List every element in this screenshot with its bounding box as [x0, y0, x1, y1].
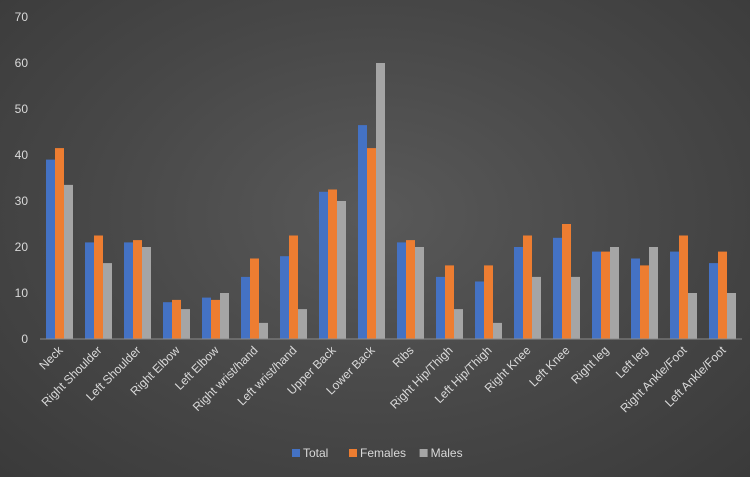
bar-females: [523, 235, 532, 339]
y-tick-label: 10: [15, 286, 29, 300]
bar-females: [484, 265, 493, 339]
y-tick-label: 30: [15, 194, 29, 208]
x-tick-label: Left leg: [613, 343, 651, 381]
x-tick-label: Right leg: [568, 343, 611, 386]
bar-females: [406, 240, 415, 339]
bar-total: [436, 276, 445, 339]
y-tick-label: 50: [15, 102, 29, 116]
legend-swatch-males: [419, 449, 428, 457]
bar-total: [397, 242, 406, 339]
bar-females: [211, 299, 220, 339]
bar-females: [250, 258, 259, 339]
bar-total: [709, 263, 718, 339]
legend-swatch-total: [292, 449, 300, 457]
y-tick-label: 60: [15, 56, 29, 70]
bar-total: [319, 191, 328, 339]
bar-females: [94, 235, 103, 339]
bar-males: [493, 322, 502, 339]
x-tick-label: Left Knee: [526, 343, 572, 389]
bar-females: [55, 148, 64, 339]
bar-males: [64, 184, 73, 339]
legend-label-males: Males: [431, 446, 463, 460]
bar-total: [592, 251, 601, 339]
bar-males: [610, 247, 619, 339]
bar-males: [142, 247, 151, 339]
bar-total: [670, 251, 679, 339]
bar-females: [679, 235, 688, 339]
bar-females: [601, 251, 610, 339]
y-tick-label: 70: [15, 10, 29, 24]
bar-total: [241, 276, 250, 339]
bar-females: [367, 148, 376, 339]
legend-label-total: Total: [303, 446, 328, 460]
bar-males: [571, 276, 580, 339]
bar-total: [631, 258, 640, 339]
bar-males: [298, 309, 307, 339]
y-axis: 0 10 20 30 40 50 60 70: [15, 10, 29, 346]
bar-females: [289, 235, 298, 339]
bar-males: [415, 247, 424, 339]
bar-males: [454, 309, 463, 339]
x-tick-label: Neck: [36, 343, 66, 373]
bar-males: [688, 293, 697, 339]
bar-females: [562, 224, 571, 339]
bar-total: [553, 237, 562, 339]
bar-males: [103, 263, 112, 339]
y-tick-label: 20: [15, 240, 29, 254]
bar-total: [475, 281, 484, 339]
bar-females: [445, 265, 454, 339]
bar-females: [172, 299, 181, 339]
legend-swatch-females: [349, 449, 357, 457]
bar-total: [163, 302, 172, 339]
bar-total: [124, 242, 133, 339]
bar-males: [220, 293, 229, 339]
bar-total: [358, 125, 367, 339]
bar-males: [649, 247, 658, 339]
legend: Total Females Males: [292, 446, 463, 460]
y-tick-label: 0: [21, 332, 28, 346]
x-tick-label: Right Ankle/Foot: [617, 343, 690, 416]
y-tick-label: 40: [15, 148, 29, 162]
bar-females: [133, 240, 142, 339]
legend-label-females: Females: [360, 446, 406, 460]
bar-total: [85, 242, 94, 339]
bar-males: [181, 309, 190, 339]
bar-total: [514, 247, 523, 339]
bar-males: [337, 201, 346, 339]
bar-males: [532, 276, 541, 339]
bar-females: [718, 251, 727, 339]
bar-total: [280, 256, 289, 339]
bar-males: [259, 322, 268, 339]
x-tick-label: Ribs: [390, 343, 417, 370]
bar-group: [46, 63, 736, 339]
bar-total: [202, 297, 211, 339]
bar-total: [46, 159, 55, 339]
bar-females: [328, 189, 337, 339]
bar-females: [640, 265, 649, 339]
bar-males: [727, 293, 736, 339]
bar-males: [376, 63, 385, 339]
